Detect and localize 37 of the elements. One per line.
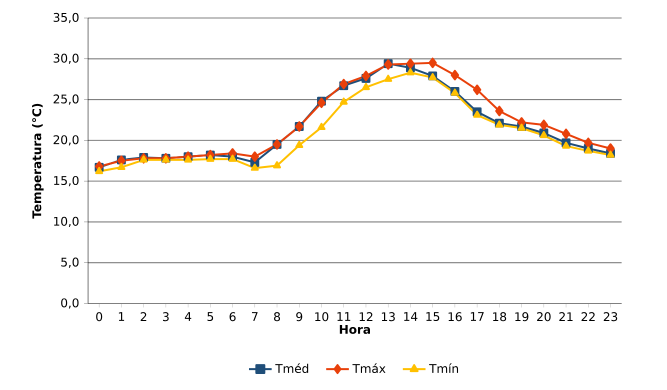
y-tick-label: 35,0	[54, 13, 79, 24]
x-tick-label: 7	[252, 312, 258, 322]
y-tick-label: 0,0	[61, 298, 79, 309]
x-axis-title: Hora	[340, 325, 370, 334]
x-tick-label: 17	[470, 312, 484, 322]
x-tick-label: 12	[360, 312, 372, 322]
x-tick-label: 1	[118, 312, 124, 322]
x-tick-label: 6	[230, 312, 236, 322]
x-tick-label: 13	[382, 312, 395, 322]
y-tick-label: 20,0	[54, 135, 79, 146]
x-tick-label: 18	[493, 312, 506, 322]
legend-label: Tmín	[429, 364, 458, 374]
x-tick-label: 19	[515, 312, 528, 322]
x-tick-label: 5	[207, 312, 214, 322]
x-tick-label: 0	[96, 312, 102, 322]
legend-label: Tméd	[275, 364, 308, 374]
y-tick-label: 5,0	[61, 258, 79, 268]
y-tick-label: 25,0	[54, 94, 79, 105]
x-tick-label: 16	[448, 312, 462, 322]
y-axis-title: Temperatura (°C)	[32, 104, 44, 219]
y-tick-label: 30,0	[54, 54, 79, 64]
x-tick-label: 4	[184, 312, 192, 322]
x-tick-label: 11	[337, 312, 350, 322]
x-tick-label: 20	[537, 312, 551, 322]
x-tick-label: 22	[582, 312, 595, 322]
x-tick-label: 14	[404, 312, 418, 322]
x-tick-label: 8	[274, 312, 280, 322]
y-tick-label: 15,0	[54, 176, 79, 187]
x-tick-label: 15	[426, 312, 440, 322]
x-tick-label: 23	[604, 312, 618, 322]
x-tick-label: 10	[315, 312, 328, 322]
x-tick-label: 9	[296, 312, 302, 322]
x-tick-label: 2	[140, 312, 146, 322]
x-tick-label: 21	[559, 312, 573, 322]
y-tick-label: 10,0	[54, 217, 79, 228]
x-tick-label: 3	[162, 312, 169, 322]
legend-label: Tmáx	[352, 364, 386, 374]
